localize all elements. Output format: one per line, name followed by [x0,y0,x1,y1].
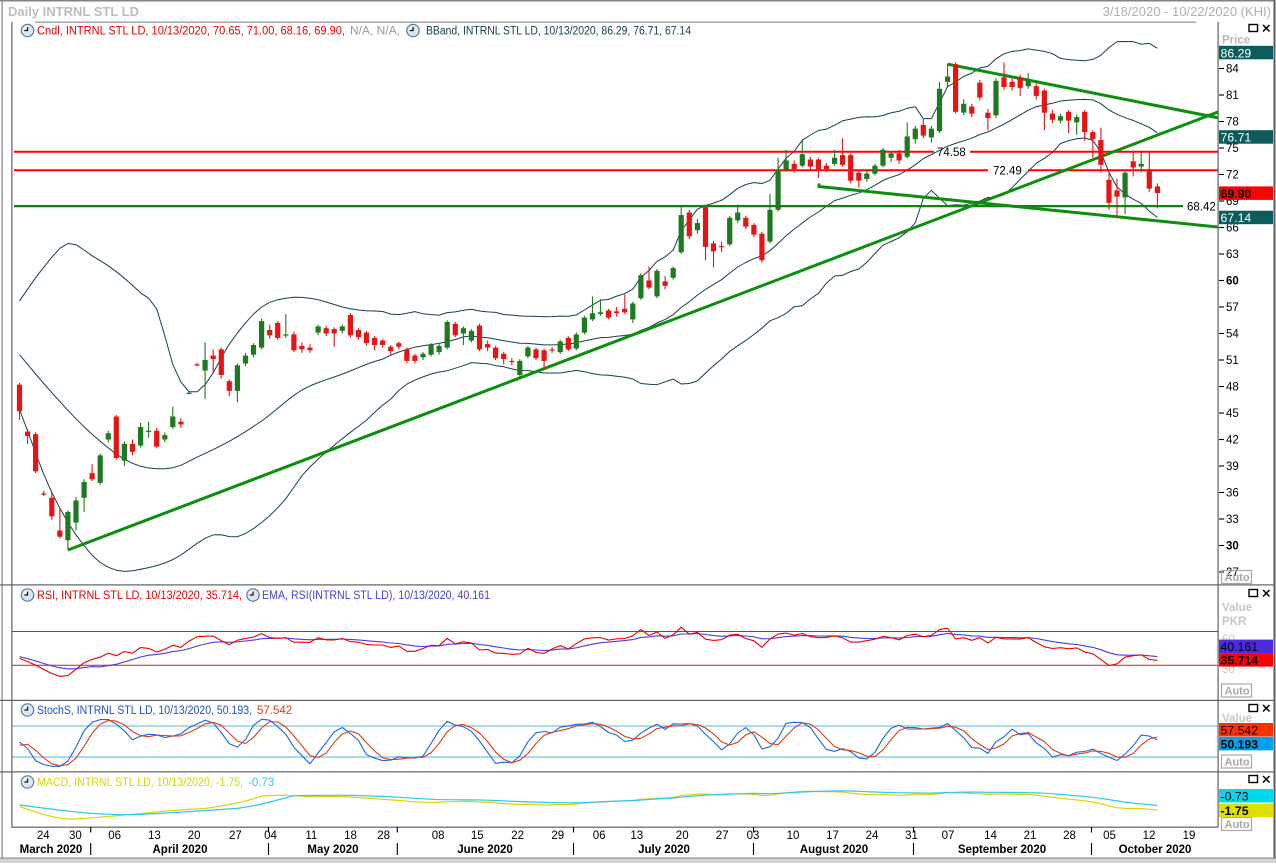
svg-text:October 2020: October 2020 [1119,844,1192,856]
svg-text:August 2020: August 2020 [800,844,868,856]
svg-text:84: 84 [1226,64,1239,76]
svg-text:March 2020: March 2020 [20,844,83,856]
svg-text:Auto: Auto [1225,572,1250,584]
svg-text:03: 03 [747,830,760,842]
svg-text:45: 45 [1226,408,1239,420]
svg-text:Value: Value [1222,713,1252,725]
svg-text:30: 30 [1226,541,1239,553]
svg-text:12: 12 [1143,830,1156,842]
svg-text:18: 18 [344,830,357,842]
svg-text:10: 10 [787,830,800,842]
svg-text:17: 17 [826,830,839,842]
svg-text:19: 19 [1183,830,1196,842]
svg-text:3/18/2020 - 10/22/2020 (KHI): 3/18/2020 - 10/22/2020 (KHI) [1103,4,1271,19]
svg-text:MACD, INTRNL STL LD, 10/13/202: MACD, INTRNL STL LD, 10/13/2020, -1.75, [37,777,243,789]
svg-text:06: 06 [108,830,121,842]
svg-text:September 2020: September 2020 [958,844,1046,856]
svg-text:Cndl, INTRNL STL LD, 10/13/202: Cndl, INTRNL STL LD, 10/13/2020, 70.65, … [37,26,345,38]
svg-text:06: 06 [593,830,606,842]
svg-text:July 2020: July 2020 [638,844,690,856]
svg-text:31: 31 [905,830,918,842]
svg-text:-0.73: -0.73 [248,777,274,789]
svg-text:72.49: 72.49 [993,166,1022,178]
svg-text:57.542: 57.542 [257,705,292,717]
svg-text:11: 11 [305,830,317,842]
svg-text:EMA, RSI(INTRNL STL LD), 10/13: EMA, RSI(INTRNL STL LD), 10/13/2020, 40.… [262,590,490,602]
svg-text:81: 81 [1226,90,1239,102]
svg-text:60: 60 [1226,276,1239,288]
svg-text:28: 28 [1063,830,1076,842]
svg-text:35.714: 35.714 [1221,654,1259,668]
svg-text:76.71: 76.71 [1221,131,1252,145]
svg-text:74.58: 74.58 [937,147,966,159]
svg-text:24: 24 [866,830,879,842]
svg-text:Auto: Auto [1225,757,1250,769]
svg-text:42: 42 [1226,435,1239,447]
svg-text:54: 54 [1226,329,1239,341]
svg-text:N/A, N/A,: N/A, N/A, [350,26,400,38]
svg-text:13: 13 [630,830,643,842]
svg-text:24: 24 [37,830,50,842]
svg-text:14: 14 [984,830,997,842]
svg-text:33: 33 [1226,514,1239,526]
svg-text:66: 66 [1226,223,1239,235]
svg-text:22: 22 [511,830,524,842]
svg-text:Auto: Auto [1225,686,1250,698]
svg-text:RSI, INTRNL STL LD, 10/13/2020: RSI, INTRNL STL LD, 10/13/2020, 35.714, [37,590,242,602]
svg-text:67.14: 67.14 [1221,211,1252,225]
svg-text:68.42: 68.42 [1187,202,1216,214]
svg-text:29: 29 [551,830,564,842]
svg-text:51: 51 [1226,355,1239,367]
svg-text:Auto: Auto [1225,819,1250,831]
svg-text:39: 39 [1226,461,1239,473]
svg-text:27: 27 [229,830,242,842]
svg-text:07: 07 [942,830,955,842]
svg-text:20: 20 [676,830,689,842]
svg-text:Value: Value [1222,602,1252,614]
svg-text:30: 30 [69,830,82,842]
svg-text:27: 27 [716,830,729,842]
svg-text:63: 63 [1226,249,1239,261]
svg-text:28: 28 [377,830,390,842]
svg-text:36: 36 [1226,488,1239,500]
svg-text:13: 13 [148,830,161,842]
svg-text:69.90: 69.90 [1221,187,1252,201]
svg-text:48: 48 [1226,382,1239,394]
svg-text:75: 75 [1226,143,1239,155]
svg-text:86.29: 86.29 [1221,46,1252,60]
svg-text:-0.73: -0.73 [1221,790,1249,804]
svg-text:April 2020: April 2020 [153,844,208,856]
svg-text:04: 04 [264,830,277,842]
svg-text:StochS, INTRNL STL LD, 10/13/2: StochS, INTRNL STL LD, 10/13/2020, 50.19… [37,705,252,717]
svg-text:72: 72 [1226,170,1239,182]
svg-text:05: 05 [1103,830,1116,842]
svg-text:57.542: 57.542 [1221,724,1259,738]
svg-text:May 2020: May 2020 [307,844,358,856]
svg-text:20: 20 [188,830,201,842]
svg-text:78: 78 [1226,117,1239,129]
svg-text:30: 30 [1222,664,1235,676]
svg-text:-1.75: -1.75 [1221,804,1249,818]
svg-text:50.193: 50.193 [1221,737,1259,751]
svg-text:June 2020: June 2020 [457,844,513,856]
svg-text:21: 21 [1024,830,1037,842]
svg-text:40.161: 40.161 [1221,640,1259,654]
svg-text:57: 57 [1226,302,1239,314]
svg-text:08: 08 [432,830,445,842]
svg-text:Daily INTRNL STL LD: Daily INTRNL STL LD [8,4,139,19]
svg-text:PKR: PKR [1222,616,1247,628]
svg-text:BBand, INTRNL STL LD, 10/13/20: BBand, INTRNL STL LD, 10/13/2020, 86.29,… [426,26,692,38]
svg-text:15: 15 [471,830,484,842]
svg-text:Price: Price [1222,35,1250,47]
